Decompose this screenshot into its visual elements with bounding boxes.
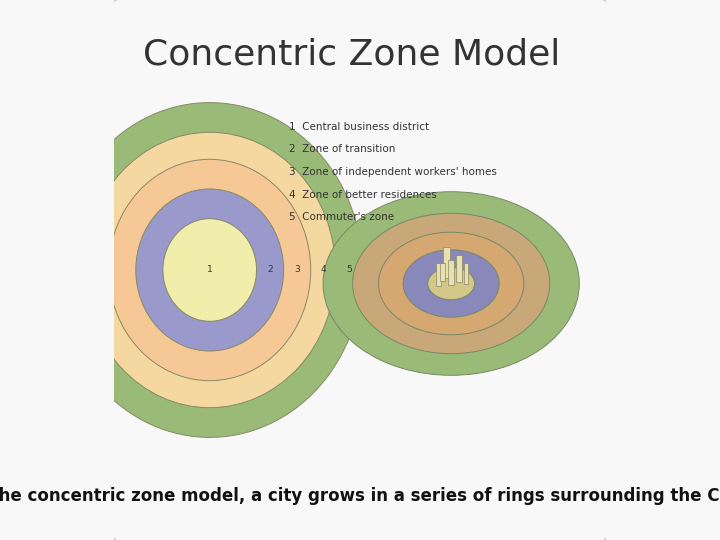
Text: 2  Zone of transition: 2 Zone of transition	[289, 144, 395, 154]
Ellipse shape	[403, 249, 499, 317]
Text: 2: 2	[267, 266, 273, 274]
Ellipse shape	[323, 192, 580, 375]
Text: 5  Commuter's zone: 5 Commuter's zone	[289, 212, 394, 222]
Ellipse shape	[379, 232, 524, 335]
Text: Concentric Zone Model: Concentric Zone Model	[143, 38, 560, 72]
Text: 1  Central business district: 1 Central business district	[289, 122, 428, 132]
Ellipse shape	[353, 213, 549, 354]
FancyBboxPatch shape	[112, 0, 608, 540]
Text: 5: 5	[346, 266, 352, 274]
FancyBboxPatch shape	[449, 260, 454, 285]
Circle shape	[163, 219, 256, 321]
FancyBboxPatch shape	[443, 247, 450, 278]
Ellipse shape	[428, 267, 474, 300]
Circle shape	[136, 189, 284, 351]
Text: 4: 4	[320, 266, 326, 274]
Circle shape	[84, 132, 336, 408]
Text: 3  Zone of independent workers' homes: 3 Zone of independent workers' homes	[289, 167, 496, 177]
Text: 4  Zone of better residences: 4 Zone of better residences	[289, 190, 436, 200]
Circle shape	[109, 159, 311, 381]
Text: In the concentric zone model, a city grows in a series of rings surrounding the : In the concentric zone model, a city gro…	[0, 487, 720, 505]
Text: 3: 3	[294, 266, 300, 274]
FancyBboxPatch shape	[436, 263, 441, 286]
FancyBboxPatch shape	[464, 263, 468, 284]
Circle shape	[57, 103, 362, 437]
FancyBboxPatch shape	[456, 255, 462, 282]
FancyBboxPatch shape	[440, 263, 444, 281]
Text: 1: 1	[207, 266, 212, 274]
